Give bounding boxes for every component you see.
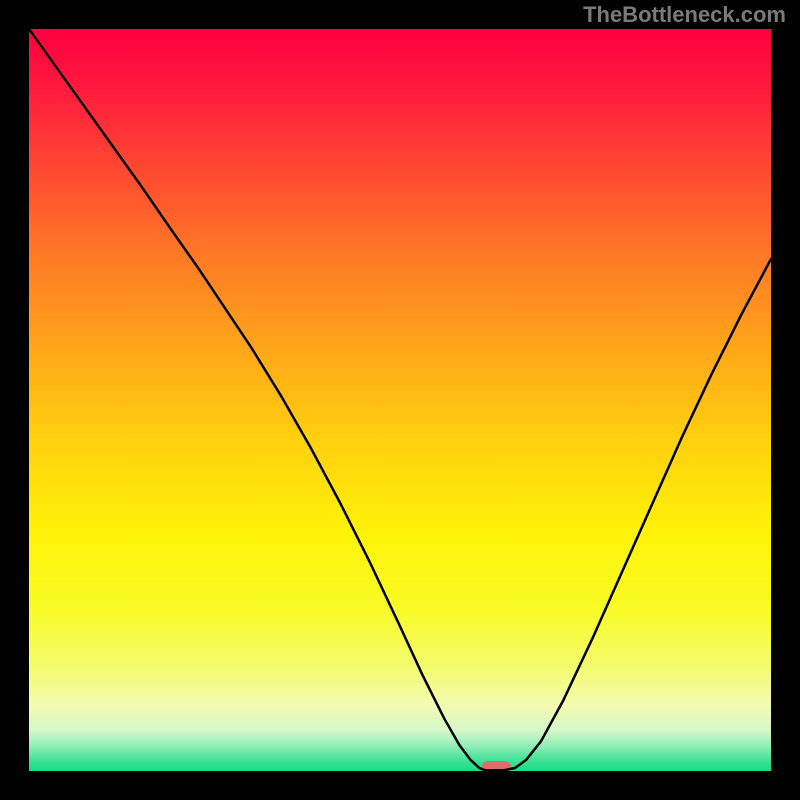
watermark-text: TheBottleneck.com [583, 2, 786, 28]
gradient-background [29, 29, 771, 771]
chart-frame: TheBottleneck.com [0, 0, 800, 800]
plot-area [29, 29, 771, 771]
